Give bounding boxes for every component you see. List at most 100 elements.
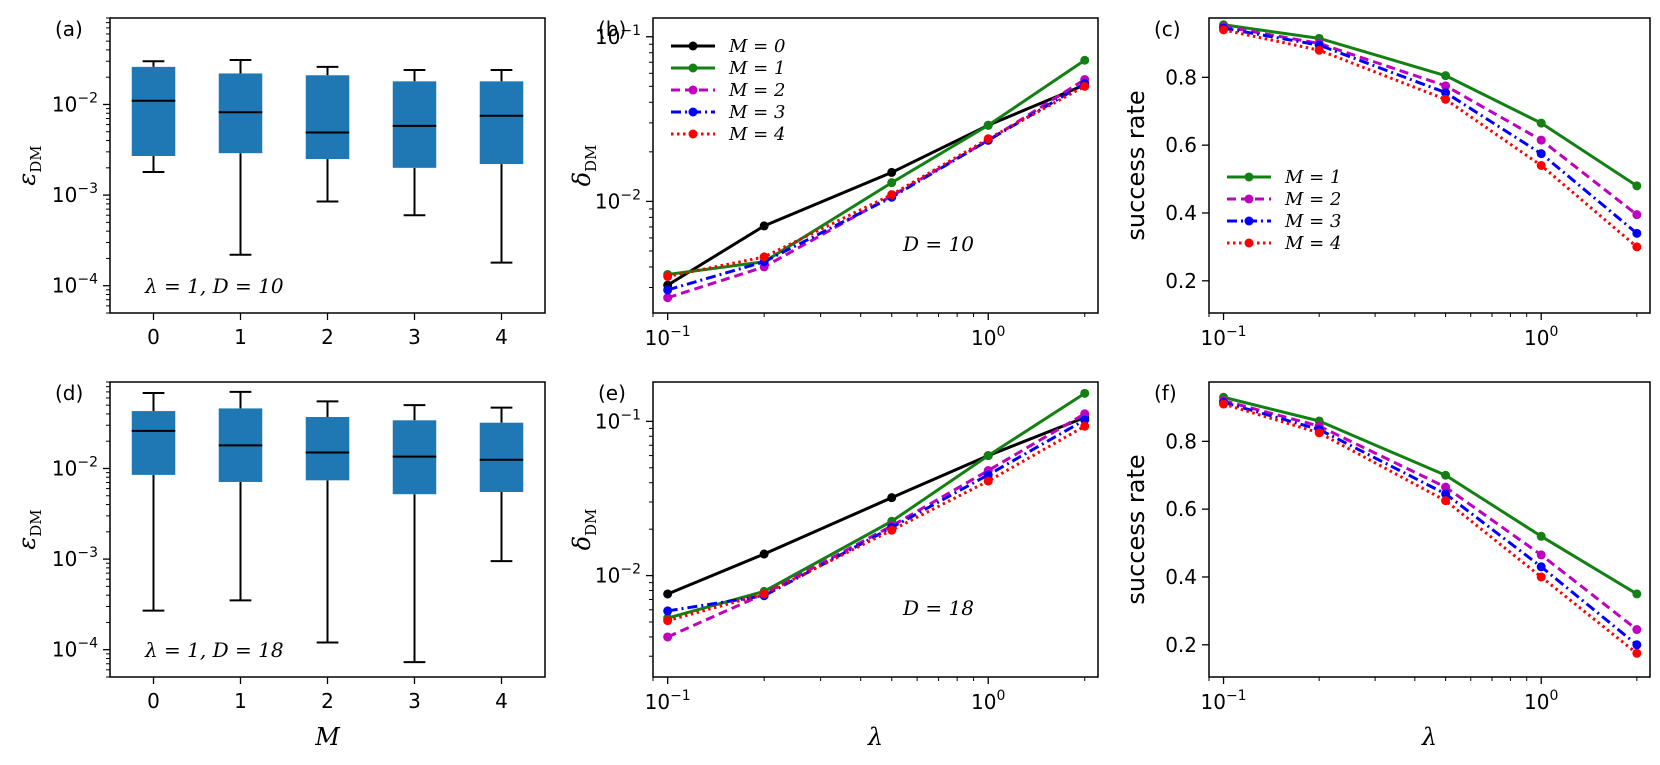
series-M4	[1219, 25, 1642, 252]
y-tick-label: 0.4	[1165, 565, 1197, 589]
box-iqr	[305, 75, 350, 160]
data-point	[887, 167, 897, 177]
x-tick-label: 100	[971, 688, 1005, 714]
data-point	[983, 470, 993, 480]
data-point	[663, 632, 673, 642]
x-tick-label: 3	[408, 689, 421, 713]
data-point	[1536, 149, 1546, 159]
data-point	[1441, 88, 1451, 98]
axes-frame	[109, 381, 546, 678]
y-axis-label: success rate	[1122, 90, 1150, 240]
panel-e: (e) 10−2 10−1 10−1 100 D = 18 δDM λ	[568, 381, 1099, 751]
data-point	[1536, 550, 1546, 560]
x-tick-label: 1	[234, 689, 247, 713]
y-axis-label: εDM	[13, 509, 45, 549]
data-point	[1314, 45, 1324, 55]
legend-label-M2: M = 2	[728, 80, 785, 101]
legend-marker-M0	[688, 41, 698, 51]
data-point	[887, 493, 897, 503]
x-tick-label: 0	[147, 325, 160, 349]
legend-label-M0: M = 0	[728, 36, 785, 57]
box-category-1	[218, 390, 263, 602]
panel-c: (c) 0.2 0.4 0.6 0.8 10−1 100 M = 1M = 2M = 3M =…	[1122, 17, 1651, 350]
y-tick-label: 0.8	[1165, 429, 1197, 453]
x-tick-label: 10−1	[645, 324, 691, 350]
y-tick-label: 0.4	[1165, 201, 1197, 225]
x-axis-label: λ	[867, 723, 883, 751]
legend-marker-M3	[688, 107, 698, 117]
data-point	[983, 451, 993, 461]
data-point	[983, 134, 993, 144]
x-tick-label: 4	[495, 689, 508, 713]
annotation: λ = 1, D = 10	[144, 274, 284, 298]
series-M1	[663, 55, 1090, 279]
data-point	[1632, 228, 1642, 238]
data-point	[1536, 161, 1546, 170]
data-point	[1441, 81, 1451, 91]
data-point	[1080, 81, 1090, 91]
x-tick-label: 3	[408, 325, 421, 349]
x-tick-label: 4	[495, 325, 508, 349]
panel-label: (f)	[1154, 381, 1177, 405]
data-point	[663, 606, 673, 616]
panel-label: (c)	[1154, 17, 1181, 41]
panel-label: (b)	[598, 17, 626, 41]
series-M4	[663, 421, 1090, 626]
data-point	[1080, 421, 1090, 431]
data-point	[1441, 71, 1451, 81]
box-iqr	[131, 66, 176, 157]
data-point	[1632, 625, 1642, 635]
y-tick-label: 10−3	[52, 181, 98, 207]
legend-label-M3: M = 3	[728, 102, 785, 123]
box-category-3	[392, 404, 437, 664]
data-point	[1536, 118, 1546, 128]
series-line	[1223, 402, 1638, 655]
data-point	[1080, 388, 1090, 398]
y-tick-label: 0.6	[1165, 133, 1197, 157]
data-point	[759, 589, 769, 599]
legend-marker-M1	[1244, 172, 1254, 182]
axes-frame	[1208, 17, 1651, 314]
panel-a: (a) 10−4 10−3 10−2 0 1 2 3 4 λ = 1, D = 10 εDM	[13, 17, 546, 349]
axes-frame	[1208, 381, 1651, 678]
legend-label-M1: M = 1	[1284, 167, 1341, 188]
x-axis-label: λ	[1421, 723, 1437, 751]
x-axis-label: M	[314, 723, 341, 751]
series-line	[1223, 395, 1638, 596]
data-point	[1536, 135, 1546, 145]
data-point	[1219, 399, 1229, 409]
y-tick-label: 0.6	[1165, 497, 1197, 521]
data-point	[1632, 242, 1642, 252]
x-tick-label: 0	[147, 689, 160, 713]
series-M0	[663, 412, 1090, 599]
data-point	[1080, 409, 1090, 419]
legend-label-M4: M = 4	[728, 124, 785, 145]
y-axis-label: success rate	[1122, 454, 1150, 604]
annotation: λ = 1, D = 18	[144, 638, 284, 662]
data-point	[1080, 55, 1090, 65]
legend-label-M4: M = 4	[1284, 233, 1341, 254]
series-line	[1223, 400, 1638, 646]
data-point	[1441, 94, 1451, 104]
series-M4	[663, 81, 1090, 281]
legend-label-M1: M = 1	[728, 58, 785, 79]
data-point	[1536, 562, 1546, 572]
series-line	[667, 412, 1086, 639]
panel-b: (b) 10−2 10−1 10−1 100 M = 0M = 1M = 2M = 3M …	[568, 17, 1099, 350]
series-line	[1223, 23, 1638, 188]
x-tick-label: 2	[321, 689, 334, 713]
panel-f: (f) 0.2 0.4 0.6 0.8 10−1 100 success rate λ	[1122, 381, 1651, 751]
series-line	[667, 424, 1086, 623]
data-point	[1632, 640, 1642, 650]
x-tick-label: 2	[321, 325, 334, 349]
y-tick-label: 0.2	[1165, 269, 1197, 293]
data-point	[887, 190, 897, 200]
series-line	[1223, 28, 1638, 249]
y-axis-label: δDM	[568, 509, 600, 551]
data-point	[663, 616, 673, 626]
series-line	[667, 418, 1086, 613]
data-point	[1632, 210, 1642, 220]
y-tick-label: 10−1	[595, 23, 641, 49]
legend-label-M2: M = 2	[1284, 189, 1341, 210]
data-point	[1632, 648, 1642, 658]
